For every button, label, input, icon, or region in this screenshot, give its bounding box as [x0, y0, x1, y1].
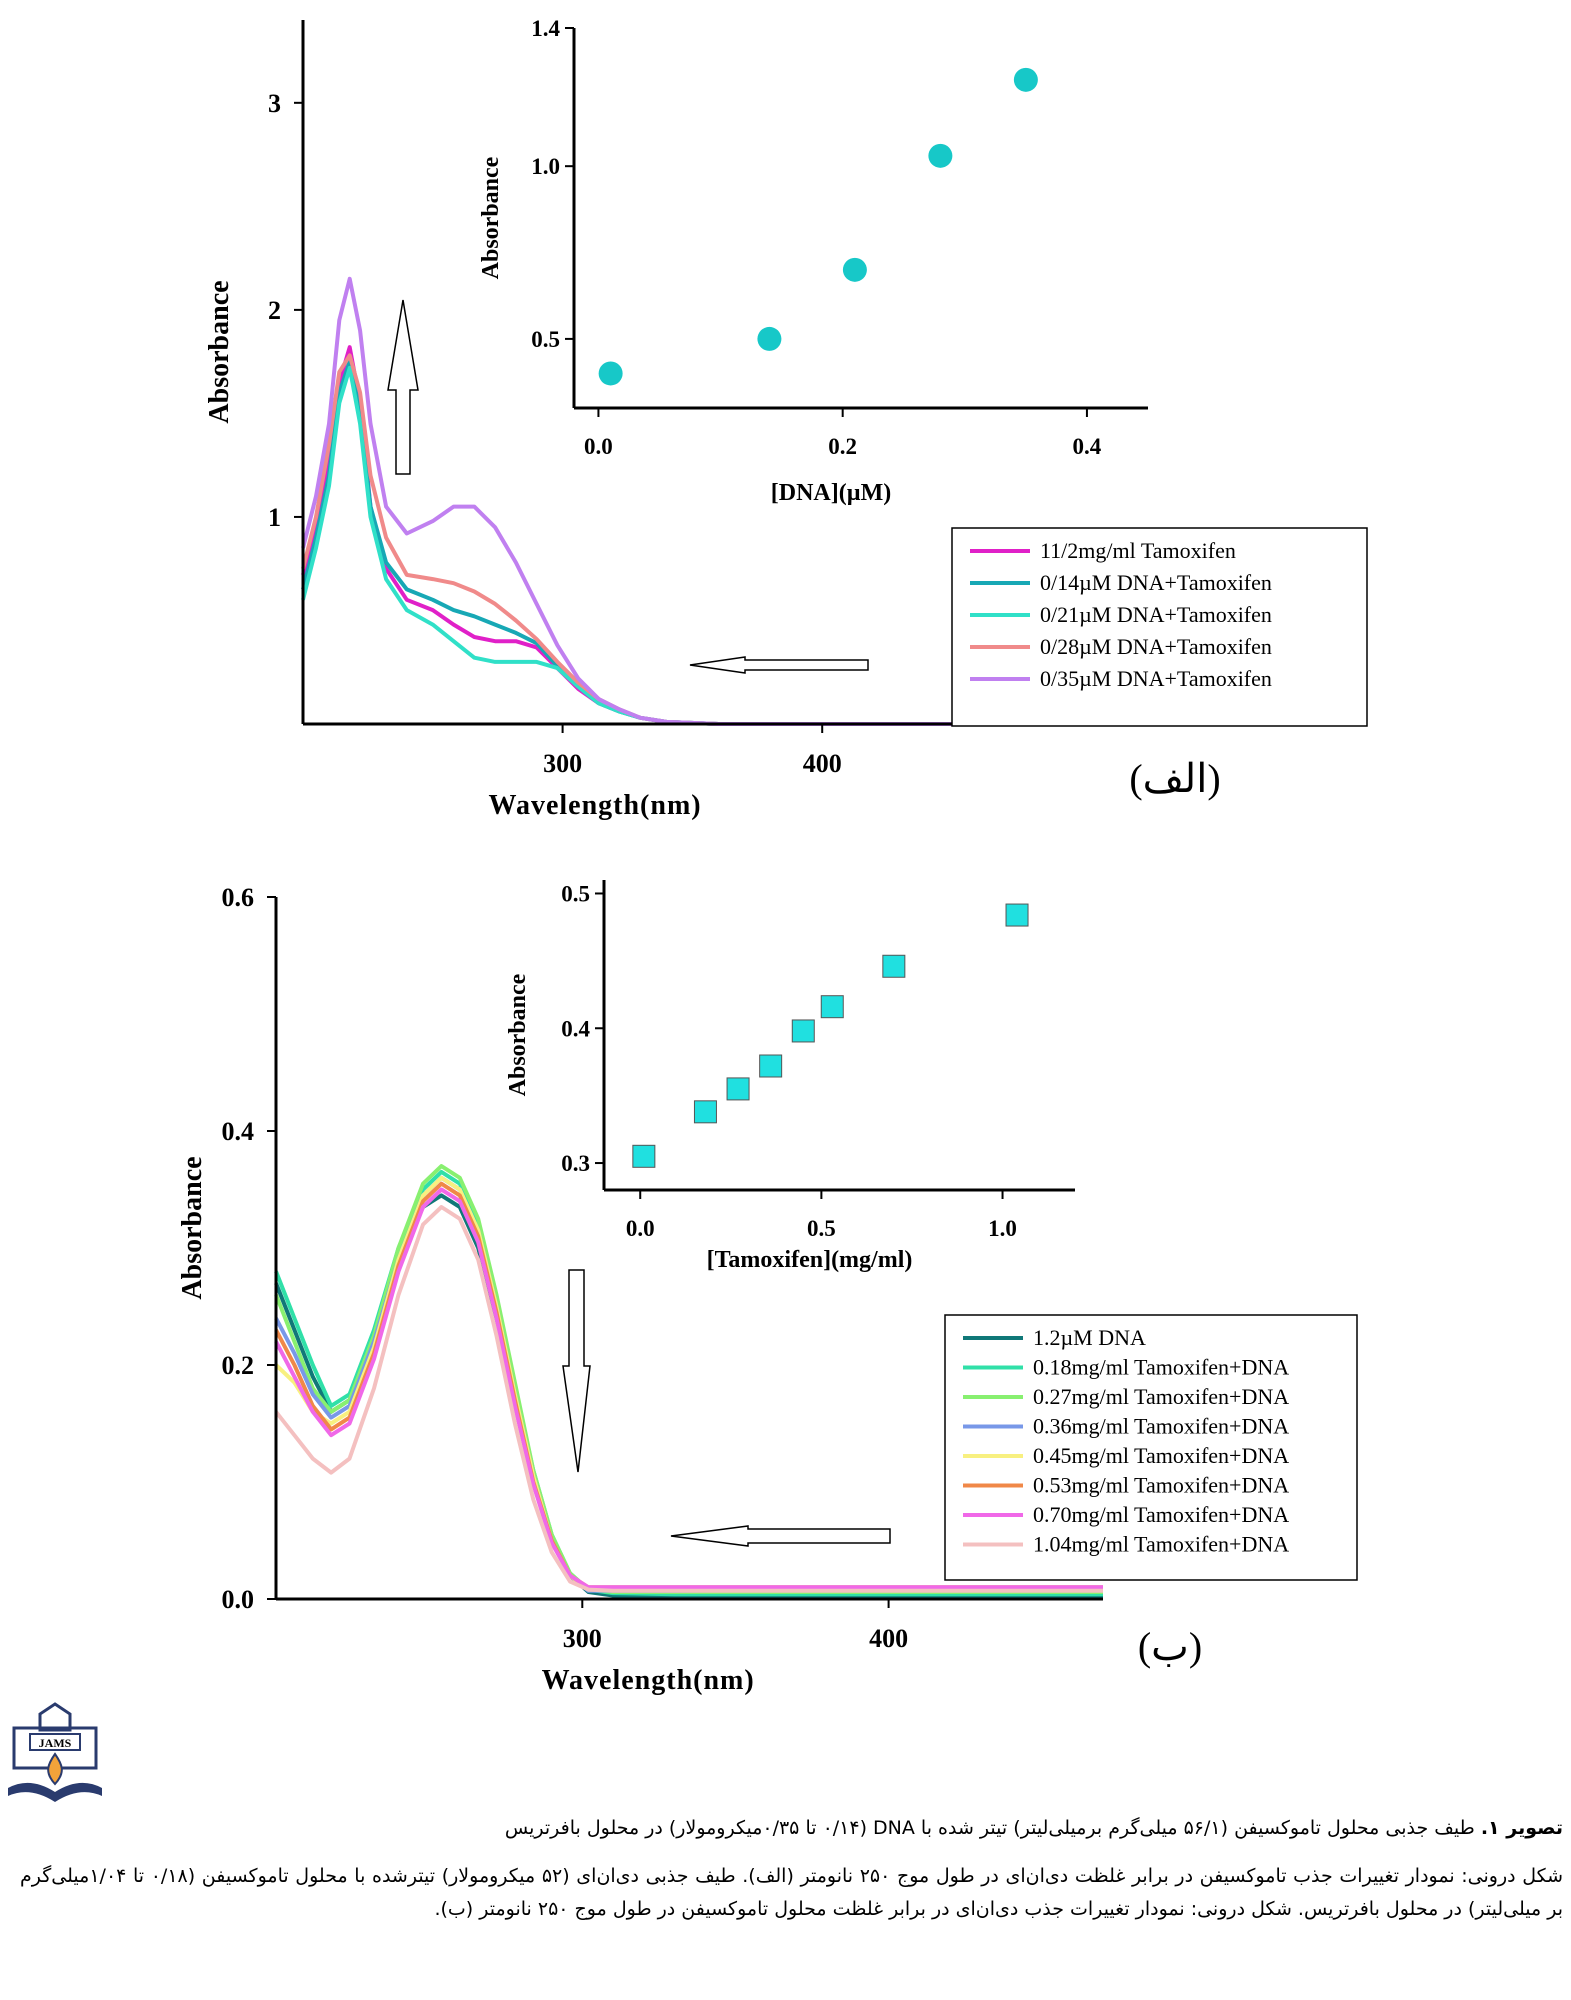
logo-text: JAMS [39, 1736, 72, 1750]
inset-y-axis-title: Absorbance [478, 156, 504, 279]
inset-x-tick-label: 0.0 [626, 1216, 655, 1241]
y-tick-label: 1 [268, 503, 281, 532]
inset-y-tick-label: 0.3 [561, 1151, 590, 1176]
inset-data-point [693, 1100, 717, 1124]
x-tick-label: 300 [543, 749, 582, 778]
inset-x-tick-label: 0.5 [807, 1216, 836, 1241]
caption-title: طیف جذبی محلول تاموکسیفن (۵۶/۱ میلی‌گرم … [504, 1817, 1481, 1839]
series-line-7 [274, 1187, 1103, 1590]
inset-data-point [726, 1077, 750, 1101]
figure-caption-body: شکل درونی: نمودار تغییرات جذب تاموکسیفن … [20, 1865, 1564, 1920]
arrow-left-icon [670, 1525, 891, 1547]
inset-y-tick-label: 1.0 [531, 154, 560, 179]
inset-y-axis-title: Absorbance [505, 973, 531, 1096]
inset-data-point [791, 1019, 815, 1043]
legend-box [944, 1314, 1358, 1581]
inset-x-tick-label: 0.2 [828, 434, 857, 459]
inset-data-point [632, 1144, 656, 1168]
legend-entry: 0.70mg/ml Tamoxifen+DNA [1033, 1502, 1289, 1527]
legend-entry: 1.04mg/ml Tamoxifen+DNA [1033, 1532, 1289, 1557]
x-tick-label: 300 [563, 1624, 602, 1653]
y-tick-label: 2 [268, 296, 281, 325]
inset-x-tick-label: 1.0 [988, 1216, 1017, 1241]
arrow-left-icon [689, 656, 869, 674]
inset-data-point [757, 326, 782, 351]
y-tick-label: 3 [268, 89, 281, 118]
arrow-down-icon [562, 1269, 591, 1473]
series-line-8 [274, 1205, 1103, 1593]
y-tick-label: 0.2 [222, 1351, 255, 1380]
legend-entry: 0.53mg/ml Tamoxifen+DNA [1033, 1473, 1289, 1498]
legend-entry: 0.45mg/ml Tamoxifen+DNA [1033, 1443, 1289, 1468]
inset-y-tick-label: 0.5 [561, 881, 590, 906]
legend-entry: 1.2µM DNA [1033, 1325, 1146, 1350]
arrow-up-icon [387, 299, 419, 475]
legend-entry: 11/2mg/ml Tamoxifen [1040, 538, 1236, 563]
panel-label: (الف) [1129, 756, 1220, 801]
inset-data-point [820, 995, 844, 1019]
chart-panel-b: 300 400 0.0 0.2 0.4 0.6 Wavelength(nm) Absorban… [177, 880, 1358, 1696]
y-axis-title: Absorbance [177, 1156, 208, 1299]
chart-panel-a: 300 400 1 2 3 Wavelength(nm) Absorbance 0.0 0.2 0… [204, 16, 1368, 821]
legend-entry: 0/21µM DNA+Tamoxifen [1040, 602, 1272, 627]
series-line-5 [301, 276, 952, 726]
inset-data-point [1005, 903, 1029, 927]
legend-box [951, 527, 1368, 727]
inset-y-tick-label: 0.4 [561, 1016, 590, 1041]
x-axis-title: Wavelength(nm) [542, 1665, 755, 1696]
inset-x-axis-title: [Tamoxifen](mg/ml) [707, 1247, 913, 1273]
legend-entry: 0/35µM DNA+Tamoxifen [1040, 666, 1272, 691]
x-axis-title: Wavelength(nm) [488, 790, 701, 821]
y-tick-label: 0.0 [222, 1585, 255, 1614]
inset-data-point [759, 1054, 783, 1078]
inset-data-point [842, 257, 867, 282]
legend-entry: 0/14µM DNA+Tamoxifen [1040, 570, 1272, 595]
x-tick-label: 400 [803, 749, 842, 778]
y-tick-label: 0.6 [222, 883, 255, 912]
caption-label: تصویر ۱. [1480, 1817, 1563, 1839]
y-tick-label: 0.4 [222, 1117, 255, 1146]
inset-data-point [598, 361, 623, 386]
legend-entry: 0.18mg/ml Tamoxifen+DNA [1033, 1355, 1289, 1380]
inset-data-point [882, 954, 906, 978]
x-tick-label: 400 [869, 1624, 908, 1653]
inset-x-tick-label: 0.4 [1073, 434, 1102, 459]
journal-logo-icon: JAMS [8, 1702, 102, 1802]
inset-y-tick-label: 1.4 [531, 16, 560, 41]
y-axis-title: Absorbance [204, 280, 235, 423]
inset-data-point [1013, 67, 1038, 92]
legend-entry: 0.27mg/ml Tamoxifen+DNA [1033, 1384, 1289, 1409]
inset-x-axis-title: [DNA](µM) [771, 480, 891, 506]
legend-entry: 0/28µM DNA+Tamoxifen [1040, 634, 1272, 659]
legend-entry: 0.36mg/ml Tamoxifen+DNA [1033, 1414, 1289, 1439]
inset-data-point [928, 143, 953, 168]
panel-label: (ب) [1138, 1624, 1202, 1669]
inset-x-tick-label: 0.0 [584, 434, 613, 459]
figure-caption-title: تصویر ۱. طیف جذبی محلول تاموکسیفن (۵۶/۱ … [20, 1812, 1563, 1845]
inset-y-tick-label: 0.5 [531, 327, 560, 352]
